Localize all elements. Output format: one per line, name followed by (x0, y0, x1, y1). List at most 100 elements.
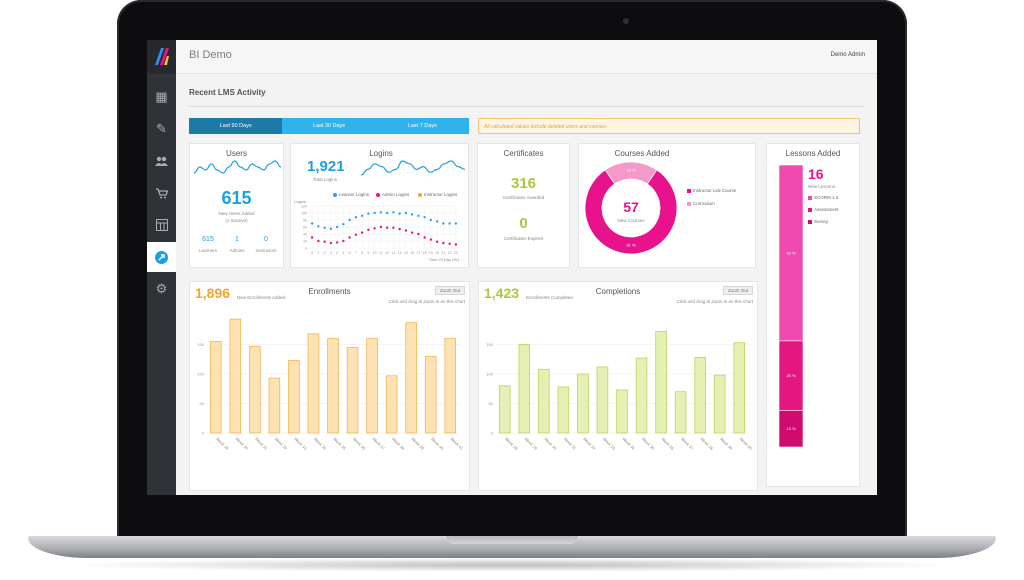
top-bar: BI Demo Demo Admin (176, 40, 877, 74)
completions-card: 1,423 Enrollments Completed Completions … (478, 281, 758, 491)
completions-zoom-out-button[interactable]: Zoom Out (722, 286, 753, 295)
completions-total-label: Enrollments Completed (526, 295, 573, 300)
logins-point (335, 241, 339, 244)
logins-point (335, 225, 339, 229)
y-tick-label: 50 (489, 401, 494, 406)
tab-last-7-days[interactable]: Last 7 Days (375, 118, 469, 134)
user-menu[interactable]: Demo Admin (830, 52, 865, 58)
courses-added-card: Courses Added 19 % 81 % 57 New Courses In… (578, 143, 756, 268)
x-tick-label: Week 38 (699, 436, 714, 451)
legend-admin-logins[interactable]: Admin Logins (376, 192, 409, 197)
x-tick-label: Week 35 (641, 436, 656, 451)
logins-point (348, 236, 351, 239)
logins-point (379, 225, 383, 229)
y-tick-label: 100 (301, 211, 307, 215)
bar (733, 342, 746, 434)
x-tick-label: 5 (342, 251, 344, 255)
logins-point (398, 227, 401, 231)
certificates-title: Certificates (503, 149, 544, 158)
certificates-expired: 0 (519, 215, 528, 232)
logins-sparkline (361, 160, 465, 176)
x-tick-label: 13 (391, 251, 395, 255)
bar (518, 344, 531, 434)
legend-instructor-logins[interactable]: Instructor Logins (418, 192, 457, 197)
tab-last-90-days[interactable]: Last 90 Days (189, 118, 283, 134)
scorm-legend-swatch (808, 195, 812, 200)
nav-dashboard[interactable]: ▦ (147, 82, 176, 112)
nav-catalog[interactable] (147, 178, 176, 208)
courses-donut-chart[interactable]: 19 % 81 % (583, 160, 679, 256)
nav-reports[interactable] (147, 210, 176, 240)
y-tick-label: 0 (491, 430, 494, 435)
enrollments-zoom-out-button[interactable]: Zoom Out (434, 286, 465, 295)
legend-survey[interactable]: Survey (808, 219, 828, 224)
logins-point (435, 240, 439, 243)
x-tick-label: 3 (330, 251, 332, 255)
nav-bi-reports[interactable] (147, 242, 176, 272)
certificates-expired-label: Certificates Expired (503, 236, 543, 241)
users-total-label: New Users Added (218, 211, 255, 216)
bar (713, 374, 726, 434)
logins-total: 1,921 (307, 158, 345, 175)
sidebar: ▦ ✎ ⚙ (147, 40, 176, 495)
stacked-bar-label: 13 % (786, 426, 796, 431)
assessment-legend-swatch (808, 207, 812, 212)
legend-learner-logins[interactable]: Learner Logins (333, 192, 369, 197)
logins-point (448, 242, 451, 245)
nav-users[interactable] (147, 146, 176, 176)
bar (596, 366, 609, 434)
x-tick-label: 9 (367, 251, 369, 255)
x-tick-label: Week 34 (621, 436, 636, 451)
logins-point (417, 214, 420, 217)
legend-instructor-led-course[interactable]: Instructor Led Course (687, 188, 736, 193)
donut-slice-label: 19 % (626, 168, 636, 173)
logins-point (310, 236, 314, 239)
x-tick-label: 17 (416, 251, 420, 255)
logins-point (392, 211, 395, 214)
bar (249, 345, 261, 434)
table-icon (155, 219, 168, 231)
bar (557, 386, 570, 434)
nav-edit[interactable]: ✎ (147, 114, 176, 144)
x-tick-label: 12 (385, 251, 389, 255)
logins-point (342, 239, 345, 243)
legend-assessment-label: Assessment (814, 207, 839, 212)
bar (577, 373, 589, 434)
learners-label: Learners (199, 248, 217, 253)
divider (189, 106, 864, 107)
x-tick-label: 2 (324, 251, 326, 255)
date-range-tabs: Last 90 Days Last 30 Days Last 7 Days (189, 118, 469, 134)
ilc-legend-swatch (687, 188, 691, 193)
admins-count: 1 (235, 236, 239, 243)
legend-scorm[interactable]: SCORM 1.2 (808, 195, 838, 200)
courses-title: Courses Added (614, 149, 670, 158)
enrollments-bar-chart[interactable]: 0 50 100 150 Week 29 Week 30 Week 31 Week 32 Wee… (192, 307, 468, 489)
lessons-stacked-bar[interactable]: 63 % 25 % 13 % (779, 165, 803, 447)
bar (307, 333, 320, 434)
nav-settings[interactable]: ⚙ (147, 274, 176, 304)
laptop-shadow (60, 558, 964, 572)
courses-total: 57 (623, 199, 639, 215)
x-tick-label: Week 32 (582, 436, 597, 451)
gear-icon: ⚙ (155, 281, 168, 296)
users-card: Users 615 New Users Added (1 Inactive) 6… (189, 143, 284, 268)
app-logo[interactable] (147, 40, 176, 74)
x-tick-label: Week 38 (391, 436, 406, 451)
cart-icon (155, 187, 168, 198)
logins-point (404, 229, 408, 232)
logins-point (310, 222, 314, 225)
bar (268, 377, 281, 434)
app-title: BI Demo (189, 49, 232, 61)
legend-assessment[interactable]: Assessment (808, 207, 839, 212)
certificates-card: Certificates 316 Certificates Awarded 0 … (477, 143, 570, 268)
legend-curriculum[interactable]: Curriculum (687, 201, 715, 206)
completions-total: 1,423 (484, 285, 520, 301)
tab-last-30-days[interactable]: Last 30 Days (282, 118, 376, 134)
logins-x-axis-label: Time Of Day (Hr) (429, 257, 460, 262)
completions-bar-chart[interactable]: 0 50 100 150 Week 28 Week 29 Week 30 Week 31 Wee… (481, 307, 757, 489)
x-tick-label: 18 (423, 251, 427, 255)
x-tick-label: Week 39 (719, 436, 734, 451)
lessons-total-label: New Lessons (808, 184, 836, 189)
instructors-count: 0 (264, 236, 268, 243)
